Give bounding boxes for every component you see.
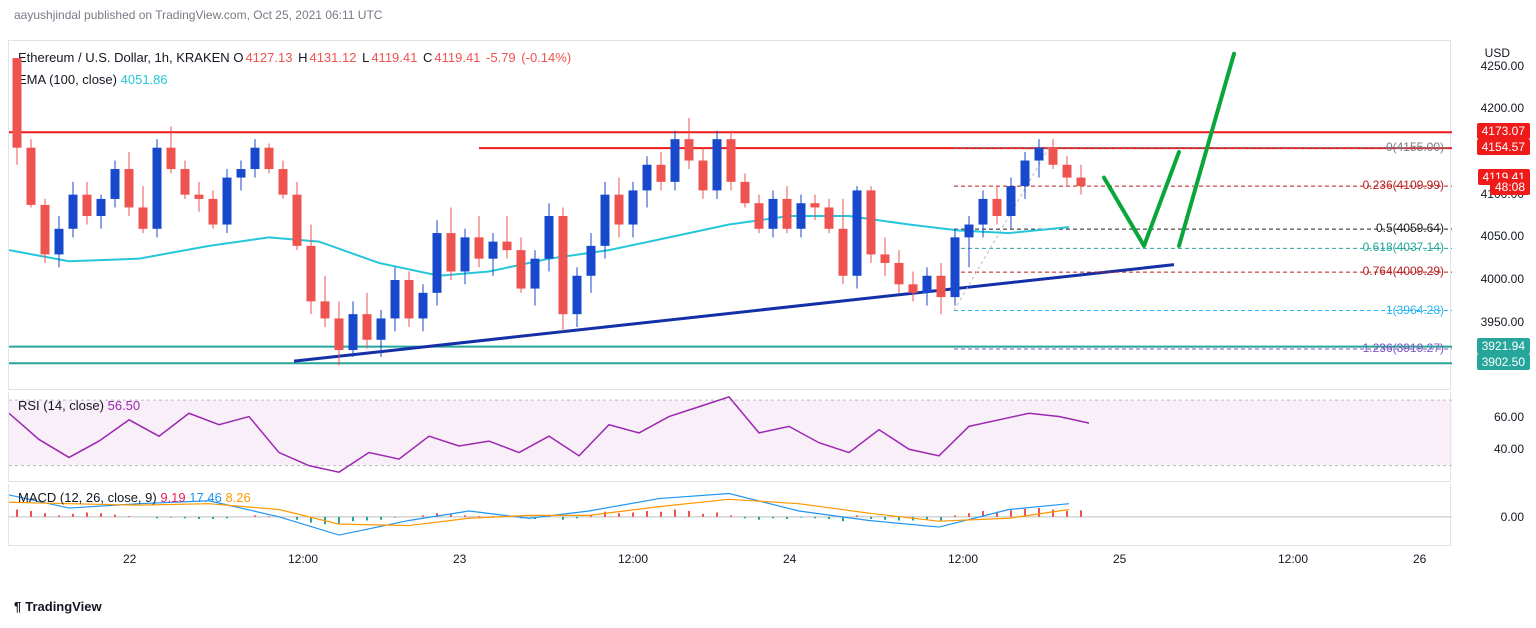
rsi-axis[interactable]: 60.0040.00 — [1452, 392, 1530, 482]
fib-label: 1.236(3919.27) — [1363, 341, 1444, 355]
macd-v1: 9.19 — [160, 490, 185, 505]
rsi-pane[interactable] — [8, 392, 1451, 482]
fib-label: 1(3964.28) — [1386, 303, 1444, 317]
time-axis[interactable]: 2212:002312:002412:002512:0026 — [8, 548, 1451, 572]
price-chart — [9, 41, 1452, 391]
macd-axis[interactable]: 0.00 — [1452, 484, 1530, 546]
tradingview-logo: ¶ TradingView — [14, 599, 102, 614]
fib-label: 0(4155.00) — [1386, 140, 1444, 154]
macd-v3: 8.26 — [225, 490, 250, 505]
price-pane[interactable]: 0(4155.00) 0.236(4109.99) 0.5(4059.64) 0.61… — [8, 40, 1451, 390]
macd-v2: 17.46 — [189, 490, 222, 505]
tv-logo-text: TradingView — [25, 599, 101, 614]
publish-meta: aayushjindal published on TradingView.co… — [14, 8, 382, 22]
fib-label: 0.764(4009.29) — [1363, 264, 1444, 278]
tv-glyph-icon: ¶ — [14, 599, 21, 614]
fib-label: 0.5(4059.64) — [1376, 221, 1444, 235]
fib-label: 0.236(4109.99) — [1363, 178, 1444, 192]
rsi-chart — [9, 392, 1452, 482]
fib-label: 0.618(4037.14) — [1363, 240, 1444, 254]
macd-label: MACD (12, 26, close, 9) — [18, 490, 157, 505]
macd-row: MACD (12, 26, close, 9) 9.19 17.46 8.26 — [18, 490, 251, 505]
rsi-row: RSI (14, close) 56.50 — [18, 398, 140, 413]
rsi-value: 56.50 — [108, 398, 141, 413]
rsi-label: RSI (14, close) — [18, 398, 104, 413]
price-axis[interactable]: USD 4250.004200.004150.004100.004050.004… — [1452, 40, 1530, 390]
